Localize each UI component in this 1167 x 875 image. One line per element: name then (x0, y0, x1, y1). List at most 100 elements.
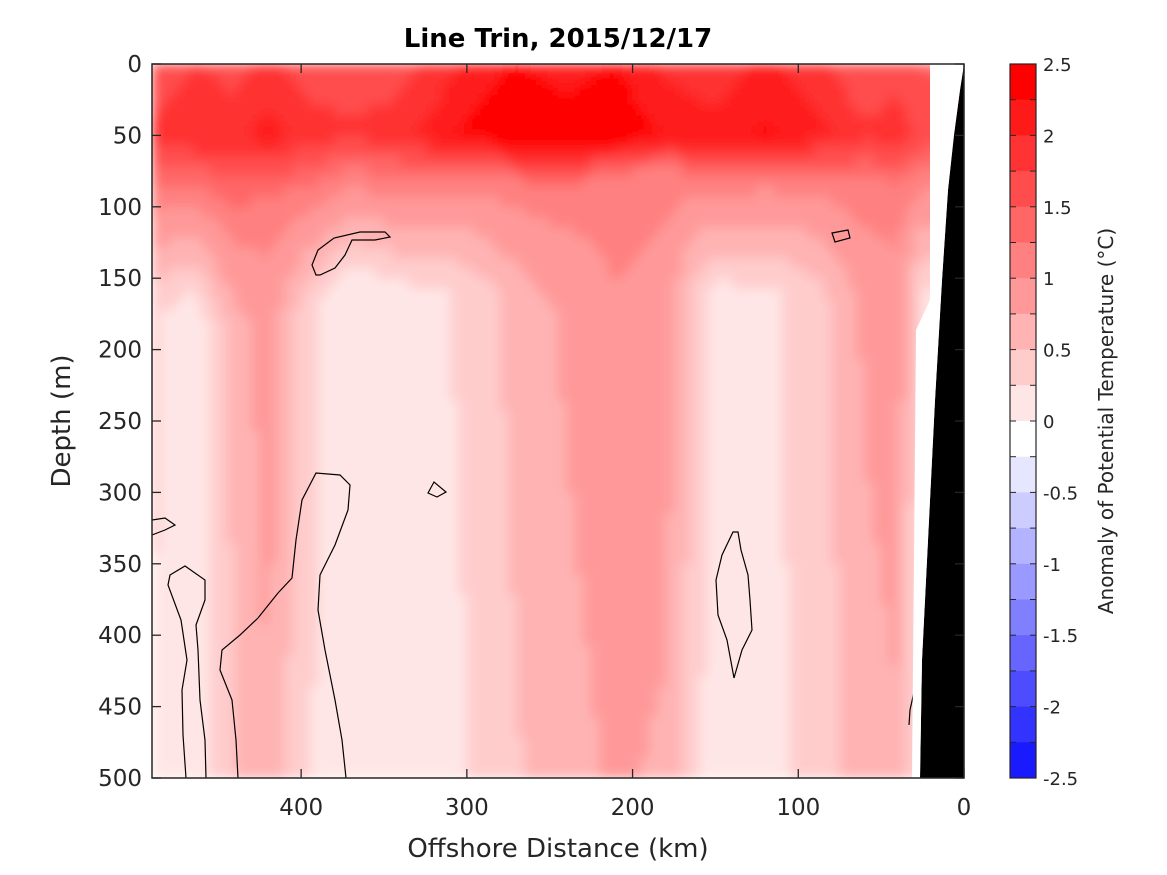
field-cell (160, 574, 170, 585)
field-cell (375, 308, 385, 320)
field-cell (616, 472, 626, 483)
field-cell (259, 716, 269, 728)
field-cell (707, 227, 717, 239)
field-cell (707, 125, 717, 137)
field-cell (558, 614, 568, 626)
field-cell (566, 288, 576, 300)
field-cell (466, 727, 476, 738)
field-cell (549, 298, 559, 310)
field-cell (384, 431, 394, 443)
field-cell (292, 196, 302, 208)
field-cell (707, 94, 717, 106)
field-cell (201, 339, 211, 351)
field-cell (292, 319, 302, 330)
field-cell (342, 206, 352, 218)
field-cell (632, 737, 642, 749)
field-cell (301, 319, 311, 330)
field-cell (607, 614, 617, 626)
field-cell (201, 533, 211, 545)
field-cell (458, 635, 468, 647)
field-cell (268, 584, 278, 596)
field-cell (367, 288, 377, 300)
field-cell (359, 135, 369, 147)
field-cell (359, 716, 369, 728)
field-cell (599, 268, 609, 279)
field-cell (168, 757, 178, 769)
field-cell (425, 737, 435, 749)
field-cell (375, 359, 385, 371)
field-cell (268, 410, 278, 422)
field-cell (168, 64, 178, 75)
field-cell (450, 278, 460, 290)
field-cell (226, 278, 236, 290)
field-cell (450, 410, 460, 422)
field-cell (582, 339, 592, 351)
field-cell (367, 64, 377, 75)
field-cell (152, 84, 162, 96)
field-cell (483, 523, 493, 534)
field-cell (301, 523, 311, 534)
field-cell (350, 186, 360, 198)
field-cell (442, 441, 452, 453)
field-cell (458, 94, 468, 106)
field-cell (234, 390, 244, 402)
field-cell (591, 625, 601, 636)
field-cell (218, 543, 228, 555)
field-cell (723, 441, 733, 453)
field-cell (292, 176, 302, 188)
field-cell (193, 247, 203, 259)
field-cell (234, 145, 244, 157)
field-cell (400, 523, 410, 534)
field-cell (674, 635, 684, 647)
field-cell (301, 125, 311, 137)
field-cell (450, 390, 460, 402)
field-cell (732, 288, 742, 300)
field-cell (475, 319, 485, 330)
field-cell (723, 747, 733, 759)
field-cell (218, 574, 228, 585)
field-cell (350, 268, 360, 279)
field-cell (500, 410, 510, 422)
field-cell (442, 84, 452, 96)
field-cell (483, 727, 493, 738)
field-cell (367, 155, 377, 167)
field-cell (218, 359, 228, 371)
field-cell (624, 135, 634, 147)
field-cell (549, 553, 559, 565)
field-cell (185, 767, 195, 778)
field-cell (632, 206, 642, 218)
field-cell (342, 676, 352, 687)
field-cell (284, 431, 294, 443)
field-cell (243, 370, 253, 381)
field-cell (500, 329, 510, 341)
field-cell (599, 421, 609, 432)
field-cell (350, 64, 360, 75)
field-cell (533, 472, 543, 483)
field-cell (682, 339, 692, 351)
field-cell (176, 574, 186, 585)
field-cell (210, 64, 220, 75)
field-cell (384, 747, 394, 759)
field-cell (682, 186, 692, 198)
field-cell (458, 380, 468, 392)
field-cell (425, 716, 435, 728)
field-cell (533, 349, 543, 361)
field-cell (326, 645, 336, 657)
field-cell (392, 655, 402, 667)
field-cell (417, 472, 427, 483)
field-cell (715, 278, 725, 290)
field-cell (210, 247, 220, 259)
field-cell (483, 543, 493, 555)
field-cell (185, 655, 195, 667)
field-cell (442, 747, 452, 759)
field-cell (417, 268, 427, 279)
field-cell (740, 247, 750, 259)
field-cell (475, 747, 485, 759)
field-cell (632, 166, 642, 177)
field-cell (201, 594, 211, 606)
field-cell (375, 451, 385, 463)
field-cell (350, 298, 360, 310)
field-cell (674, 298, 684, 310)
field-cell (276, 645, 286, 657)
field-cell (616, 706, 626, 718)
